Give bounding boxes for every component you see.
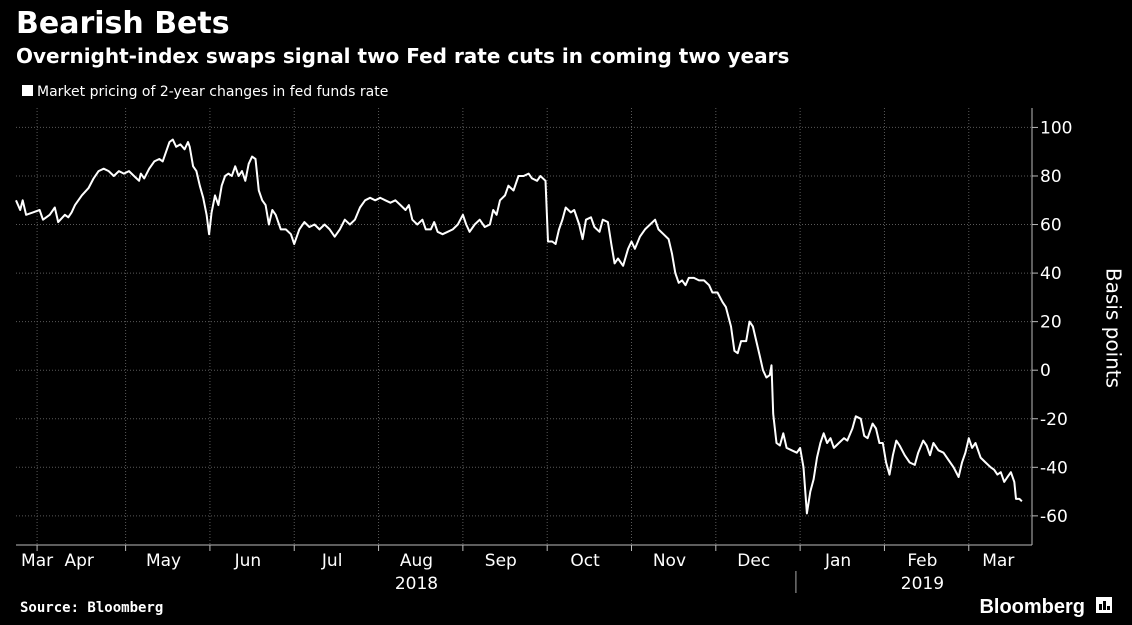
- x-month-label: Jun: [234, 551, 262, 571]
- x-axis-ticks: [36, 545, 970, 551]
- x-month-label: Feb: [907, 551, 937, 571]
- x-month-label: Mar: [21, 551, 53, 571]
- x-month-label: May: [146, 551, 181, 571]
- y-tick-label: 60: [1040, 216, 1062, 236]
- x-month-label: Sep: [485, 551, 517, 571]
- x-month-label: Mar: [982, 551, 1014, 571]
- x-year-label: 2018: [395, 574, 438, 594]
- bloomberg-terminal-icon: [1096, 597, 1112, 613]
- y-tick-label: -60: [1040, 507, 1068, 527]
- x-month-label: Apr: [65, 551, 94, 571]
- y-gridlines: [16, 126, 1032, 517]
- y-axis-ticks: 100 80 60 40 20 0 -20 -40 -60: [1032, 118, 1072, 527]
- x-month-label: Nov: [653, 551, 686, 571]
- x-month-label: Jan: [824, 551, 851, 571]
- y-tick-label: 20: [1040, 313, 1062, 333]
- x-gridlines: [36, 108, 970, 545]
- x-month-label: Jul: [321, 551, 343, 571]
- y-tick-label: -40: [1040, 458, 1068, 478]
- x-month-labels: Mar Apr May Jun Jul Aug Sep Oct Nov Dec Jan Feb Mar: [21, 551, 1014, 571]
- y-tick-label: 80: [1040, 167, 1062, 187]
- legend-label: Market pricing of 2-year changes in fed …: [37, 84, 388, 100]
- series-line-fed-funds-pricing: [15, 138, 1023, 515]
- y-axis-label: Basis points: [1102, 268, 1126, 388]
- x-month-label: Oct: [570, 551, 600, 571]
- y-tick-label: 40: [1040, 264, 1062, 284]
- legend-swatch: [22, 85, 33, 96]
- x-month-label: Dec: [737, 551, 770, 571]
- y-tick-label: -20: [1040, 410, 1068, 430]
- chart-title: Bearish Bets: [16, 6, 230, 41]
- source-note: Source: Bloomberg: [20, 600, 163, 616]
- x-year-labels: 2018 2019: [395, 574, 944, 594]
- bloomberg-logo-text: Bloomberg: [979, 596, 1085, 618]
- x-year-label: 2019: [901, 574, 944, 594]
- legend: Market pricing of 2-year changes in fed …: [22, 84, 388, 100]
- chart-subtitle: Overnight-index swaps signal two Fed rat…: [16, 44, 789, 68]
- plot-area: 100 80 60 40 20 0 -20 -40 -60: [15, 108, 1072, 551]
- y-tick-label: 0: [1040, 361, 1051, 381]
- x-month-label: Aug: [400, 551, 433, 571]
- y-tick-label: 100: [1040, 118, 1072, 138]
